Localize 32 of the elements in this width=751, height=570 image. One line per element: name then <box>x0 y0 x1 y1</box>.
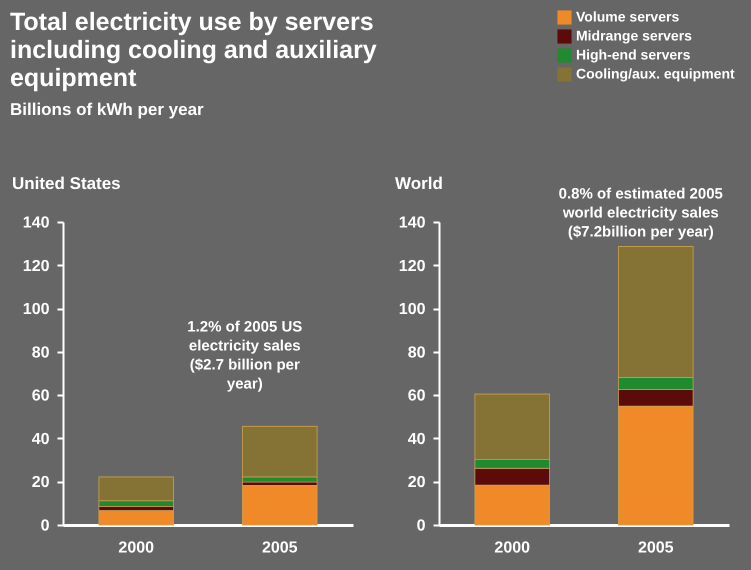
x-tick-label: 2005 <box>638 540 674 556</box>
annotation: 1.2% of 2005 US electricity sales ($2.7 billion per year) <box>187 318 302 392</box>
legend-label: Cooling/aux. equipment <box>576 66 736 82</box>
chart-subtitle: Billions of kWh per year <box>10 100 205 120</box>
x-tick-label: 2005 <box>262 540 298 556</box>
y-tick-label: 60 <box>408 388 426 405</box>
legend-label: High-end servers <box>576 46 691 62</box>
chart-title: Total electricity use by servers including cooling and auxiliary equipment <box>10 8 378 92</box>
y-tick-label: 40 <box>408 430 426 448</box>
bar <box>242 484 318 526</box>
bar <box>98 510 174 526</box>
text: United States <box>12 174 121 194</box>
y-tick-label: 20 <box>408 474 426 492</box>
y-tick-label: 40 <box>32 430 50 448</box>
y-tick-label: 0 <box>40 518 50 534</box>
y-tick-label: 120 <box>398 258 426 275</box>
x-tick-label: 2000 <box>118 540 154 556</box>
y-tick-label: 20 <box>32 474 50 492</box>
y-tick-label: 140 <box>398 214 426 232</box>
y-tick-label: 0 <box>416 518 426 534</box>
y-tick-label: 60 <box>32 388 50 405</box>
chart-title: World <box>395 174 443 194</box>
y-tick-label: 100 <box>398 301 426 318</box>
y-tick-label: 140 <box>22 214 50 232</box>
y-tick-label: 80 <box>32 344 50 362</box>
y-tick-label: 120 <box>22 258 50 275</box>
y-tick-label: 80 <box>408 344 426 362</box>
legend-label: Midrange servers <box>576 28 692 44</box>
annotation: 0.8% of estimated 2005 world electricity sales ($7.2billion per year) <box>558 185 723 240</box>
legend-label: Volume servers <box>576 8 680 24</box>
x-tick-label: 2000 <box>494 540 530 556</box>
y-tick-label: 100 <box>22 301 50 318</box>
